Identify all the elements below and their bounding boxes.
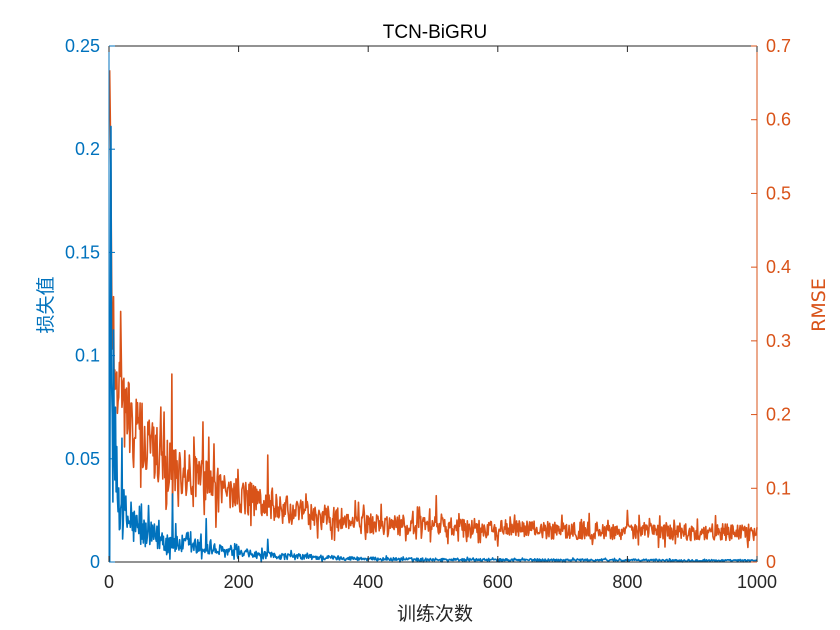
y-left-axis-label: 损失值 (35, 276, 57, 333)
y-right-tick-label: 0.3 (766, 331, 791, 351)
y-left-tick-label: 0.15 (65, 242, 100, 262)
plot-lines (108, 70, 758, 563)
x-tick-label: 0 (104, 572, 114, 592)
x-tick-label: 1000 (737, 572, 777, 592)
x-tick-label: 400 (353, 572, 383, 592)
series-line-loss (108, 125, 758, 563)
y-right-tick-label: 0.7 (766, 36, 791, 56)
series-line-rmse (108, 70, 758, 549)
axes: 0 200 400 600 800 100000.050.10.150.20.2500.1… (65, 36, 791, 592)
y-right-tick-label: 0.6 (766, 110, 791, 130)
y-right-tick-label: 0.1 (766, 478, 791, 498)
y-right-tick-label: 0.4 (766, 257, 791, 277)
y-right-axis-label: RMSE (808, 278, 830, 332)
y-right-tick-label: 0 (766, 552, 776, 572)
x-tick-label: 600 (483, 572, 513, 592)
chart-title: TCN-BiGRU (383, 22, 488, 43)
x-axis-label: 训练次数 (397, 603, 473, 625)
x-tick-label: 200 (224, 572, 254, 592)
y-left-tick-label: 0.1 (75, 346, 100, 366)
y-left-tick-label: 0.25 (65, 36, 100, 56)
x-tick-label: 800 (612, 572, 642, 592)
y-left-tick-label: 0 (90, 552, 100, 572)
y-left-tick-label: 0.2 (75, 139, 100, 159)
y-left-tick-label: 0.05 (65, 449, 100, 469)
y-right-tick-label: 0.5 (766, 183, 791, 203)
y-right-tick-label: 0.2 (766, 405, 791, 425)
